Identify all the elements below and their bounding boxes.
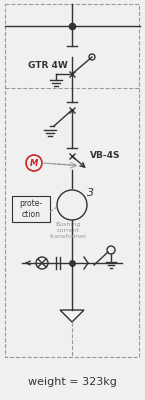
Text: M: M <box>30 158 38 168</box>
Text: 3: 3 <box>87 188 94 198</box>
Text: Bushing
current
transformer: Bushing current transformer <box>49 222 87 238</box>
Text: VB-4S: VB-4S <box>90 150 120 160</box>
Bar <box>12 196 50 222</box>
Text: weight = 323kg: weight = 323kg <box>28 377 116 387</box>
Bar <box>5 4 139 357</box>
Text: prote-
ction: prote- ction <box>19 199 43 219</box>
Text: GTR 4W: GTR 4W <box>28 62 68 70</box>
